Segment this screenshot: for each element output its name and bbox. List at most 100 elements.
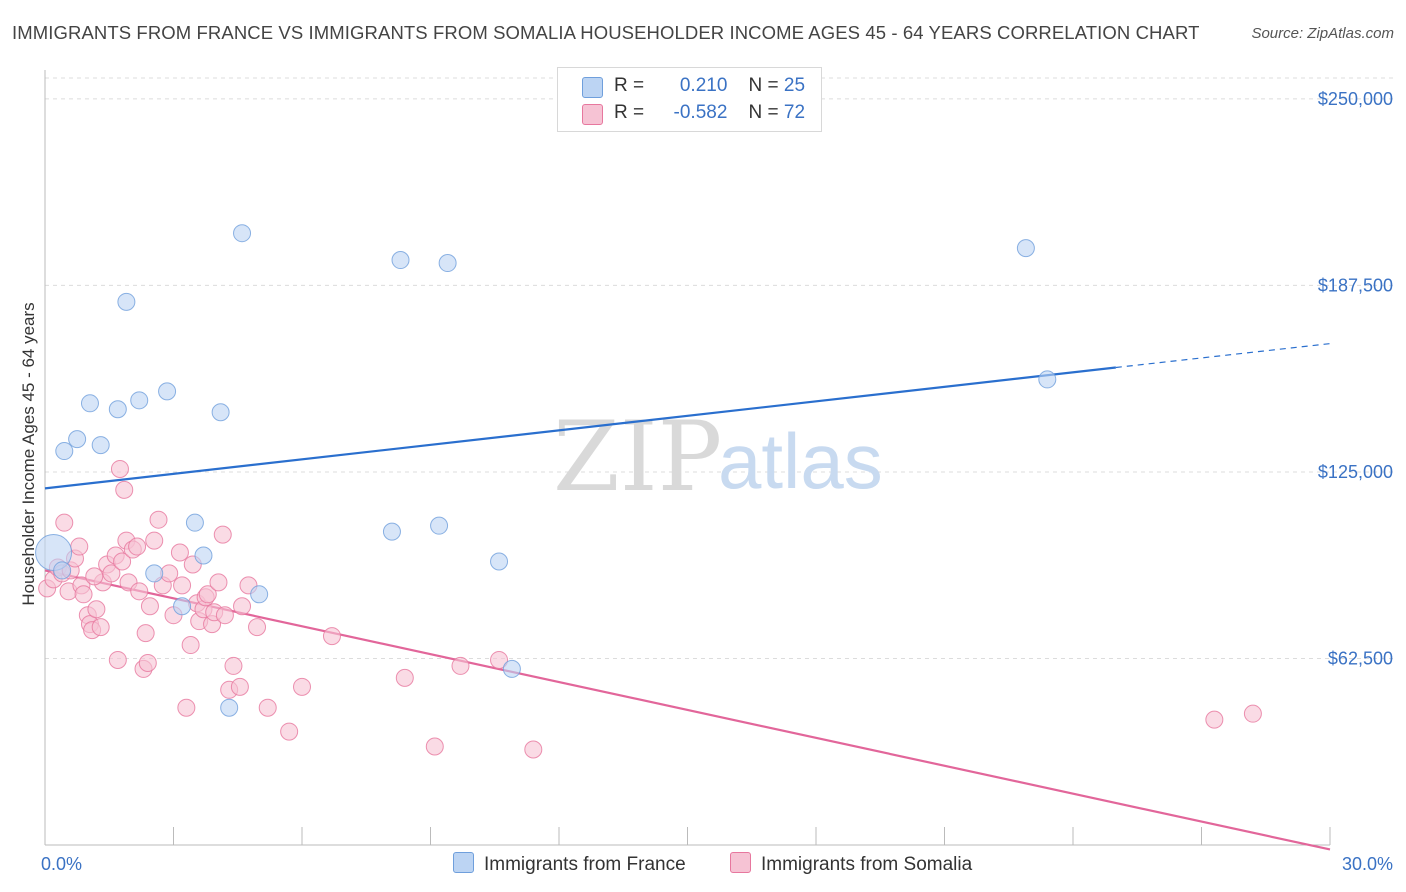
point-somalia (224, 656, 243, 675)
point-france (194, 546, 213, 565)
data-points (35, 224, 1262, 759)
y-axis-label: Householder Income Ages 45 - 64 years (19, 302, 38, 605)
point-somalia (102, 564, 121, 583)
bottom-legend-label-france: Immigrants from France (484, 854, 686, 875)
bottom-legend-france: Immigrants from France (453, 852, 686, 876)
point-france (158, 382, 177, 401)
y-tick-label: $62,500 (1328, 648, 1393, 668)
bottom-legend-label-somalia: Immigrants from Somalia (761, 854, 973, 875)
y-tick-label: $125,000 (1318, 462, 1393, 482)
trend-line-france (44, 366, 1116, 490)
point-somalia (113, 552, 132, 571)
correlation-legend: R = 0.210 N = 25 R = -0.582 N = 72 (557, 67, 822, 132)
point-somalia (213, 525, 232, 544)
point-france (108, 400, 127, 419)
point-france (130, 391, 149, 410)
trend-lines (44, 343, 1331, 851)
point-somalia (74, 585, 93, 604)
point-somalia (136, 624, 155, 643)
x-tick-label-min: 0.0% (41, 854, 82, 874)
point-somalia (1205, 710, 1224, 729)
point-somalia (230, 677, 249, 696)
point-somalia (149, 510, 168, 529)
point-somalia (1243, 704, 1262, 723)
point-france (233, 224, 252, 243)
point-france (1038, 370, 1057, 389)
point-somalia (293, 677, 311, 696)
point-france (117, 292, 136, 311)
point-france (430, 516, 449, 535)
point-somalia (70, 537, 89, 556)
point-somalia (490, 650, 509, 669)
point-somalia (138, 653, 157, 672)
point-france (53, 561, 72, 580)
point-france (145, 564, 164, 583)
point-somalia (128, 537, 147, 556)
point-somalia (248, 618, 267, 637)
point-somalia (140, 597, 159, 616)
y-tick-label: $187,500 (1318, 275, 1393, 295)
point-somalia (177, 698, 196, 717)
point-somalia (181, 636, 200, 655)
bottom-legend-somalia: Immigrants from Somalia (730, 852, 972, 876)
point-france (490, 552, 509, 571)
point-france (382, 522, 401, 541)
chart-title: IMMIGRANTS FROM FRANCE VS IMMIGRANTS FRO… (12, 22, 1200, 43)
trend-line-somalia (44, 569, 1331, 851)
legend-text-somalia: R = -0.582 N = 72 (614, 102, 806, 123)
point-somalia (425, 737, 444, 756)
point-somalia (115, 480, 134, 499)
point-somalia (233, 597, 252, 616)
chart-source: Source: ZipAtlas.com (1251, 25, 1394, 42)
point-france (68, 430, 87, 449)
point-somalia (55, 513, 74, 532)
y-tick-labels: $250,000 $187,500 $125,000 $62,500 (1318, 89, 1393, 669)
point-somalia (130, 582, 149, 601)
trend-line-france-extension (1115, 343, 1331, 369)
point-somalia (91, 618, 110, 637)
point-somalia (451, 656, 470, 675)
axes (44, 70, 1331, 846)
point-france (438, 254, 457, 273)
point-somalia (170, 543, 189, 562)
point-france (502, 659, 521, 678)
point-france (80, 394, 99, 413)
grid-lines (45, 77, 1395, 659)
point-somalia (145, 531, 164, 550)
x-tick-labels: 0.0% 30.0% (41, 854, 1393, 874)
legend-swatch-france (582, 77, 603, 98)
x-tick-label-max: 30.0% (1342, 854, 1393, 874)
point-france (1016, 239, 1035, 258)
point-somalia (322, 627, 341, 646)
point-somalia (108, 650, 127, 669)
legend-swatch-somalia (582, 104, 603, 125)
point-somalia (160, 564, 179, 583)
point-somalia (209, 573, 228, 592)
point-somalia (198, 585, 217, 604)
point-somalia (395, 668, 414, 687)
point-somalia (258, 698, 277, 717)
legend-text-france: R = 0.210 N = 25 (614, 75, 806, 96)
point-somalia (280, 722, 299, 741)
point-france (55, 442, 74, 461)
point-france (91, 436, 110, 455)
bottom-legend-swatch-somalia (730, 852, 751, 873)
point-france (220, 698, 239, 717)
point-somalia (173, 576, 192, 595)
y-tick-label: $250,000 (1318, 89, 1393, 109)
point-somalia (524, 740, 543, 759)
point-somalia (215, 606, 234, 625)
watermark-atlas: atlas (718, 417, 883, 505)
bottom-legend-swatch-france (453, 852, 474, 873)
watermark-zip: ZIP (553, 401, 722, 513)
point-france (211, 403, 230, 422)
point-somalia (87, 600, 106, 619)
point-france (173, 597, 192, 616)
point-france (185, 513, 204, 532)
watermark: ZIP atlas (553, 401, 883, 513)
point-somalia (85, 567, 104, 586)
point-somalia (110, 459, 129, 478)
point-france (250, 585, 269, 604)
point-france (391, 251, 410, 270)
